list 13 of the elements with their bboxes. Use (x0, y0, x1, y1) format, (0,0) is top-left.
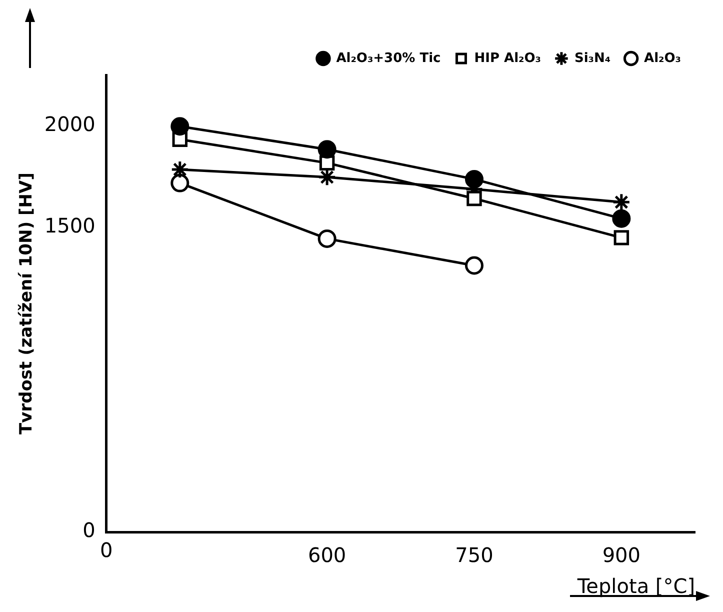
legend-label: Al₂O₃ (644, 50, 682, 66)
y-tick-label: 1500 (44, 214, 96, 238)
legend-label: Al₂O₃+30% Tic (336, 50, 441, 66)
x-tick-label: 900 (602, 543, 641, 568)
y-tick-label: 2000 (44, 112, 96, 136)
legend-label: HIP Al₂O₃ (474, 50, 541, 66)
text: 0 (100, 538, 113, 562)
x-axis-title: Teplota [°C] (576, 574, 695, 598)
legend-label: Si₃N₄ (574, 50, 611, 66)
y-tick-label: 0 (82, 518, 96, 542)
x-tick-label: 600 (308, 543, 346, 568)
x-tick-label: 750 (455, 543, 494, 568)
y-axis-title: Tvrdost (zatížení 10N) [HV] (16, 172, 37, 434)
